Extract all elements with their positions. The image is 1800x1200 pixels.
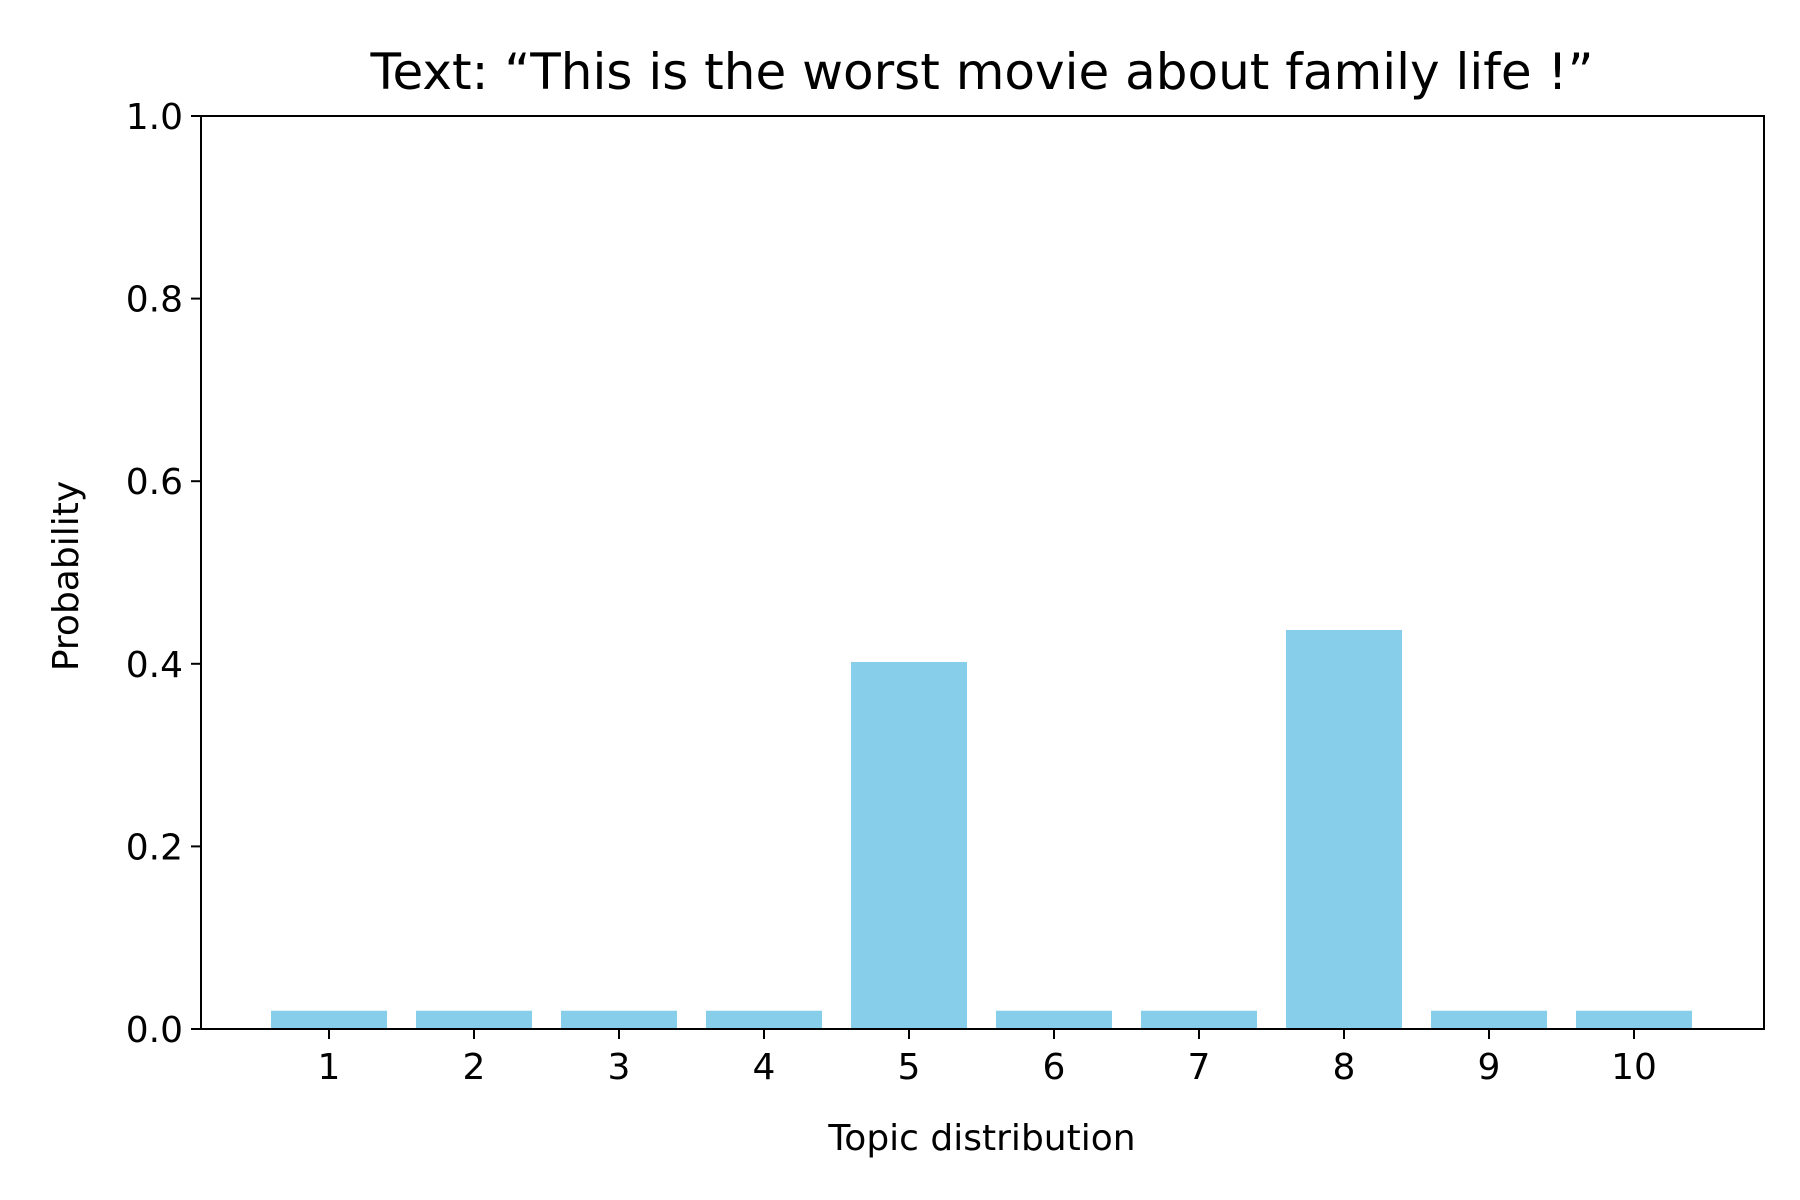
bar-topic-2 [416,1010,532,1029]
y-tick-label: 0.6 [126,462,183,503]
bar-topic-9 [1431,1010,1547,1029]
y-tick-label: 0.4 [126,645,183,686]
x-tick-label: 8 [1333,1047,1356,1088]
x-tick-label: 5 [898,1047,921,1088]
x-tick-label: 9 [1478,1047,1501,1088]
plot-frame [200,115,1765,1030]
bar-topic-10 [1576,1010,1692,1029]
x-tick-label: 10 [1611,1047,1657,1088]
bar-topic-6 [996,1010,1112,1029]
bar-topic-1 [271,1010,387,1029]
y-axis-label: Probability [46,481,87,671]
x-tick-label: 3 [608,1047,631,1088]
y-tick-label: 1.0 [126,97,183,138]
y-tick-label: 0.8 [126,280,183,321]
x-tick-label: 2 [463,1047,486,1088]
x-tick-label: 7 [1188,1047,1211,1088]
y-axis-ticks: 0.0 0.2 0.4 0.6 0.8 1.0 [126,97,201,1051]
x-axis-ticks: 1 2 3 4 5 6 7 8 9 10 [318,1029,1657,1088]
chart-title: Text: “This is the worst movie about fam… [370,43,1594,101]
bars-group [271,630,1692,1029]
x-tick-label: 4 [753,1047,776,1088]
bar-topic-4 [706,1010,822,1029]
y-tick-label: 0.2 [126,827,183,868]
bar-topic-7 [1141,1010,1257,1029]
x-axis-label: Topic distribution [827,1118,1135,1159]
x-tick-label: 1 [318,1047,341,1088]
bar-topic-3 [561,1010,677,1029]
y-tick-label: 0.0 [126,1010,183,1051]
x-tick-label: 6 [1043,1047,1066,1088]
bar-topic-8 [1286,630,1402,1029]
bar-topic-5 [851,661,967,1029]
